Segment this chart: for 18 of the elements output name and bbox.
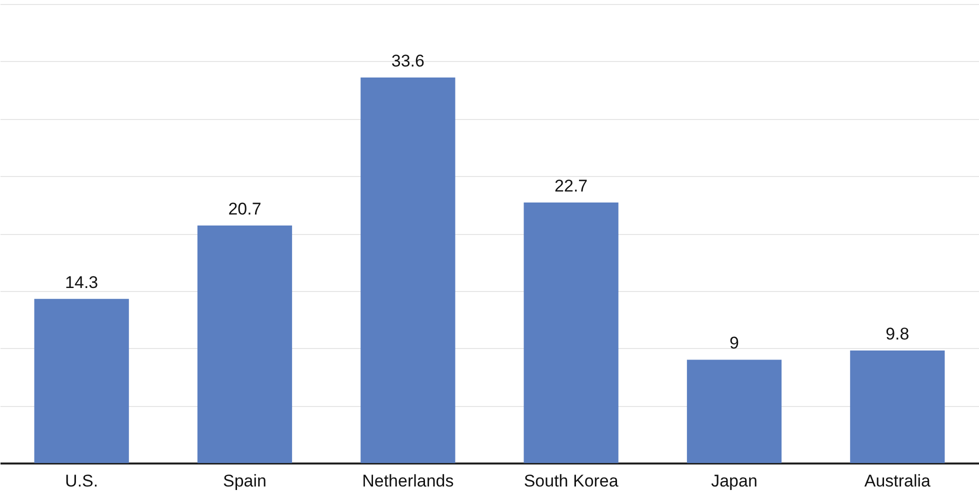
bar [524, 202, 618, 463]
data-label: 20.7 [228, 199, 262, 218]
x-tick-label: Spain [223, 472, 266, 490]
bar [34, 298, 129, 463]
x-tick-label: Netherlands [362, 472, 454, 490]
data-label: 9 [730, 334, 739, 353]
bar [197, 225, 292, 463]
data-label: 14.3 [65, 272, 98, 292]
data-label: 9.8 [886, 324, 910, 344]
data-label: 33.6 [391, 51, 424, 70]
bar [686, 360, 782, 463]
bar [360, 77, 456, 463]
data-label: 22.7 [554, 176, 588, 196]
x-tick-label: South Korea [524, 472, 619, 490]
x-tick-label: U.S. [65, 472, 98, 490]
x-tick-label: Australia [864, 472, 932, 490]
bar [850, 350, 945, 463]
x-tick-label: Japan [711, 472, 758, 490]
